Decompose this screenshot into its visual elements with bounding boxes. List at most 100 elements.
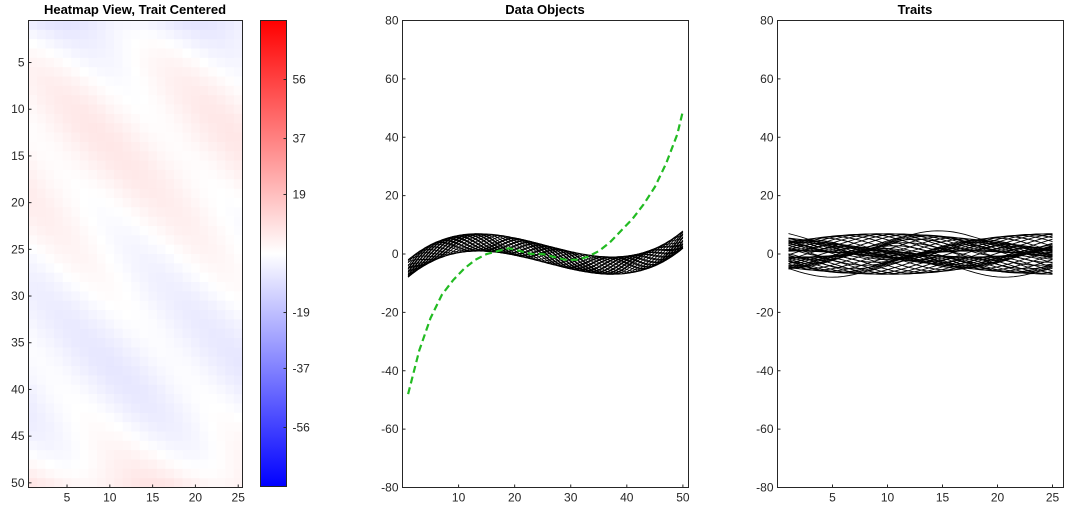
- heatmap-cell: [233, 244, 244, 255]
- heatmap-cell: [199, 375, 209, 386]
- heatmap-cell: [208, 104, 218, 115]
- heatmap-cell: [79, 254, 90, 264]
- heatmap-cell: [71, 431, 81, 442]
- heatmap-cell: [62, 440, 72, 451]
- heatmap-cell: [122, 85, 132, 96]
- heatmap-cell: [156, 422, 167, 433]
- heatmap-cell: [182, 254, 192, 264]
- heatmap-cell: [148, 113, 158, 124]
- heatmap-cell: [216, 216, 226, 227]
- heatmap-cell: [62, 39, 72, 50]
- heatmap-cell: [105, 366, 115, 377]
- heatmap-cell: [88, 412, 98, 423]
- heatmap-cell: [216, 375, 226, 386]
- heatmap-cell: [71, 310, 81, 320]
- heatmap-cell: [79, 179, 90, 190]
- heatmap-cell: [96, 440, 107, 451]
- heatmap-cell: [165, 20, 175, 31]
- heatmap-cell: [88, 356, 98, 367]
- heatmap-cell: [71, 76, 81, 87]
- heatmap-cell: [182, 57, 192, 68]
- heatmap-cell: [122, 225, 132, 236]
- traits-y-tick-label: -40: [756, 364, 774, 378]
- heatmap-cell: [37, 95, 47, 106]
- heatmap-cell: [233, 235, 244, 246]
- heatmap-cell: [199, 67, 209, 78]
- heatmap-cell: [71, 216, 81, 227]
- heatmap-cell: [131, 319, 141, 330]
- heatmap-cell: [88, 459, 98, 470]
- heatmap-cell: [148, 179, 158, 190]
- heatmap-cell: [28, 39, 38, 50]
- heatmap-cell: [62, 85, 72, 96]
- heatmap-cell: [165, 422, 175, 433]
- heatmap-cell: [208, 207, 218, 218]
- heatmap-cell: [233, 104, 244, 115]
- heatmap-cell: [28, 263, 38, 274]
- heatmap-cell: [105, 39, 115, 50]
- heatmap-cell: [105, 188, 115, 199]
- heatmap-cell: [114, 160, 124, 171]
- heatmap-cell: [165, 197, 175, 208]
- heatmap-cell: [156, 375, 167, 386]
- heatmap-cell: [45, 123, 55, 134]
- heatmap-cell: [225, 29, 235, 40]
- heatmap-cell: [122, 347, 132, 358]
- heatmap-cell: [54, 403, 64, 414]
- heatmap-cell: [122, 300, 132, 311]
- heatmap-cell: [174, 459, 184, 470]
- heatmap-cell: [208, 197, 218, 208]
- heatmap-cell: [208, 113, 218, 124]
- heatmap-cell: [54, 216, 64, 227]
- heatmap-cell: [96, 48, 107, 59]
- heatmap-cell: [131, 282, 141, 292]
- heatmap-cell: [45, 338, 55, 348]
- traits-y-tick-label: 60: [760, 72, 774, 86]
- heatmap-cell: [96, 394, 107, 405]
- heatmap-cell: [199, 179, 209, 190]
- heatmap-cell: [174, 20, 184, 31]
- heatmap-cell: [114, 440, 124, 451]
- heatmap-cell: [45, 375, 55, 386]
- heatmap-cell: [114, 141, 124, 152]
- heatmap-cell: [131, 468, 141, 479]
- heatmap-cell: [28, 300, 38, 311]
- heatmap-cell: [174, 310, 184, 320]
- heatmap-cell: [122, 169, 132, 180]
- heatmap-cell: [54, 76, 64, 87]
- heatmap-cell: [131, 272, 141, 283]
- heatmap-cell: [191, 216, 201, 227]
- heatmap-cell: [165, 29, 175, 40]
- heatmap-cell: [233, 422, 244, 433]
- heatmap-cell: [71, 39, 81, 50]
- data-objects-y-tick-label: 20: [385, 189, 399, 203]
- heatmap-cell: [199, 197, 209, 208]
- heatmap-cell: [165, 85, 175, 96]
- heatmap-cell: [79, 272, 90, 283]
- heatmap-cell: [71, 197, 81, 208]
- heatmap-cell: [28, 422, 38, 433]
- heatmap-cell: [28, 403, 38, 414]
- heatmap-cell: [182, 403, 192, 414]
- heatmap-cell: [114, 384, 124, 395]
- heatmap-cell: [131, 450, 141, 461]
- heatmap-cell: [54, 338, 64, 348]
- heatmap-cell: [233, 207, 244, 218]
- heatmap-cell: [182, 67, 192, 78]
- heatmap-cell: [199, 347, 209, 358]
- heatmap-cell: [216, 48, 226, 59]
- heatmap-cell: [174, 197, 184, 208]
- heatmap-cell: [182, 123, 192, 134]
- heatmap-cell: [37, 151, 47, 162]
- heatmap-cell: [37, 207, 47, 218]
- heatmap-cell: [165, 254, 175, 264]
- heatmap-cell: [79, 188, 90, 199]
- heatmap-cell: [105, 104, 115, 115]
- heatmap-cell: [182, 263, 192, 274]
- heatmap-cell: [79, 29, 90, 40]
- heatmap-cell: [88, 375, 98, 386]
- heatmap-cell: [79, 151, 90, 162]
- heatmap-cell: [105, 169, 115, 180]
- heatmap-cell: [225, 254, 235, 264]
- heatmap-cell: [191, 76, 201, 87]
